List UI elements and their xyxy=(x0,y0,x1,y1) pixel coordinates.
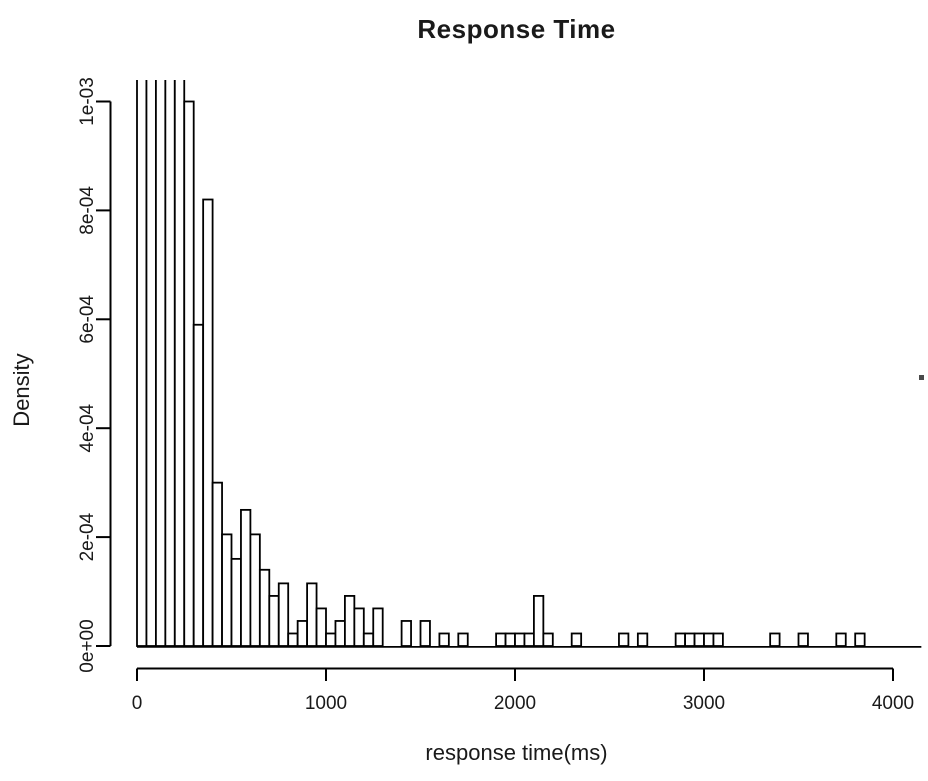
y-tick-label: 8e-04 xyxy=(77,186,98,235)
histogram-bar xyxy=(400,620,412,647)
histogram-bar xyxy=(514,632,526,647)
histogram-bar xyxy=(183,100,195,647)
histogram-bar xyxy=(173,80,186,647)
x-tick-label: 4000 xyxy=(872,693,914,714)
histogram-bar xyxy=(249,533,261,647)
histogram-bar xyxy=(306,582,318,647)
histogram-bar xyxy=(136,80,148,647)
x-tick-label: 1000 xyxy=(305,693,347,714)
histogram-bar xyxy=(277,582,290,647)
histogram-bars xyxy=(136,80,866,647)
x-tick-label: 0 xyxy=(132,693,143,714)
histogram-bar xyxy=(362,632,375,647)
y-tick-label: 0e+00 xyxy=(77,619,98,672)
histogram-bar xyxy=(674,632,687,647)
y-tick-label: 1e-03 xyxy=(77,77,98,126)
y-tick-label: 4e-04 xyxy=(77,403,98,452)
chart-title: Response Time xyxy=(417,14,616,44)
histogram-bar xyxy=(287,632,299,647)
histogram-bar xyxy=(221,533,233,647)
histogram-bar xyxy=(636,632,649,647)
histogram-bar xyxy=(325,632,337,647)
histogram-bar xyxy=(703,632,715,647)
histogram-bar xyxy=(296,620,308,647)
histogram-bar xyxy=(542,632,554,647)
stray-dot xyxy=(919,375,924,380)
histogram-bar xyxy=(353,607,365,647)
histogram-bar xyxy=(504,632,516,647)
histogram-bar xyxy=(457,632,469,647)
histogram-bar xyxy=(164,80,176,647)
histogram-bar xyxy=(334,620,346,647)
histogram-bar xyxy=(154,80,167,647)
histogram-bar xyxy=(419,620,431,647)
histogram-bar xyxy=(192,323,205,647)
histogram-bar xyxy=(372,607,384,647)
histogram-bar xyxy=(202,198,214,647)
histogram-bar xyxy=(211,481,223,647)
histogram-bar xyxy=(693,632,705,647)
histogram-bar xyxy=(712,632,724,647)
histogram-bar xyxy=(533,595,545,647)
histogram-bar xyxy=(230,557,242,647)
histogram-bar xyxy=(684,632,696,647)
x-tick-label: 2000 xyxy=(494,693,536,714)
histogram-bar xyxy=(854,632,866,647)
histogram-bar xyxy=(258,568,271,647)
histogram-bar xyxy=(797,632,809,647)
histogram-bar xyxy=(835,632,847,647)
histogram-bar xyxy=(618,632,630,647)
histogram-bar xyxy=(315,607,327,647)
histogram-bar xyxy=(769,632,781,647)
histogram-bar xyxy=(343,595,356,647)
histogram-bar xyxy=(438,632,450,647)
histogram-bar xyxy=(495,632,507,647)
x-axis-label: response time(ms) xyxy=(425,740,608,765)
x-tick-label: 3000 xyxy=(683,693,725,714)
histogram-bar xyxy=(240,508,252,647)
y-tick-label: 6e-04 xyxy=(77,295,98,344)
histogram-bar xyxy=(570,632,583,647)
y-tick-label: 2e-04 xyxy=(77,512,98,561)
histogram-bar xyxy=(268,595,280,647)
y-axis-label: Density xyxy=(9,353,34,427)
histogram-bar xyxy=(145,80,157,647)
histogram-bar xyxy=(523,632,535,647)
